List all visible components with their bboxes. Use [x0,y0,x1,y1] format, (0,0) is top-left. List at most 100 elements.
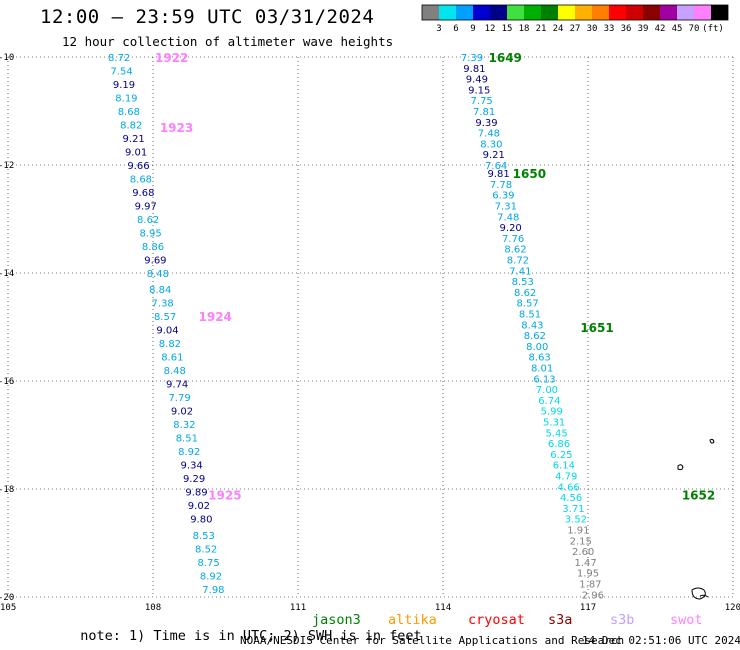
wave-height-value: 6.25 [550,450,572,461]
wave-height-value: 8.82 [120,121,142,132]
wave-height-value: 8.48 [164,366,186,377]
colorbar-swatch [711,5,728,20]
colorbar-tick: 33 [604,24,615,34]
wave-height-value: 6.39 [492,191,514,202]
wave-height-value: 8.75 [197,558,219,569]
generation-timestamp: 14 Dec 02:51:06 UTC 2024 [582,634,740,647]
wave-height-value: 8.95 [139,229,161,240]
footer-note: note: 1) Time is in UTC; 2) SWH is in fe… [64,612,422,644]
wave-height-value: 9.89 [185,488,207,499]
wave-height-value: 8.00 [526,342,548,353]
data-points: 8.72 7.54 9.19 8.19 8.68 8.82 9.21 9.01 9.66 8.68… [108,53,604,601]
grid [7,56,734,598]
coastline-island [677,464,684,471]
wave-height-value: 9.21 [483,150,505,161]
wave-height-value: 7.31 [495,202,517,213]
wave-height-value: 4.79 [555,472,577,483]
pass-time-label: 1922 [155,51,188,65]
colorbar-swatch [490,5,507,20]
coastline [677,438,715,600]
wave-height-value: 9.81 [487,169,509,180]
colorbar-tick: 21 [536,24,547,34]
colorbar-tick: 39 [638,24,649,34]
wave-height-value: 7.41 [509,266,531,277]
satellite-legend-s3a: s3a [548,612,573,628]
wave-height-value: 7.81 [473,107,495,118]
colorbar-frame [421,4,729,21]
y-tick-label: -20 [0,593,14,603]
wave-height-value: 8.53 [512,277,534,288]
chart-title: 12:00 — 23:59 UTC 03/31/2024 [40,6,375,28]
wave-height-value: 8.62 [504,245,526,256]
wave-height-value: 9.66 [127,161,149,172]
pass-time-label: 1923 [160,121,193,135]
wave-height-value: 3.71 [562,504,584,515]
wave-height-value: 7.48 [497,212,519,223]
wave-height-value: 8.51 [176,434,198,445]
colorbar-swatch [660,5,677,20]
x-tick-label: 105 [0,603,16,613]
wave-height-value: 8.52 [195,544,217,555]
colorbar-tick: 42 [655,24,666,34]
colorbar-swatch [558,5,575,20]
wave-height-value: 6.86 [548,439,570,450]
pass-time-label: 1925 [208,488,241,502]
wave-height-value: 8.62 [137,215,159,226]
wave-height-value: 8.57 [516,299,538,310]
wave-height-value: 7.64 [485,161,507,172]
colorbar-tick: 30 [587,24,598,34]
wave-height-value: 2.15 [570,536,592,547]
wave-height-value: 8.72 [108,53,130,64]
wave-height-value: 6.13 [533,374,555,385]
wave-height-value: 9.49 [466,75,488,86]
time-labels: 1922 1923 1924 1925 1649 1650 1651 1652 [155,51,715,502]
wave-height-value: 8.72 [507,256,529,267]
y-tick-label: -14 [0,269,14,279]
wave-height-value: 7.98 [202,585,224,596]
wave-height-value: 8.19 [115,94,137,105]
wave-height-value: 8.32 [173,420,195,431]
colorbar-tick: 18 [519,24,530,34]
wave-height-value: 8.63 [529,353,551,364]
note-text: note: 1) Time is in UTC; 2) SWH is in fe… [80,628,422,644]
wave-height-value: 9.01 [125,148,147,159]
colorbar-swatch [456,5,473,20]
wave-height-value: 6.74 [538,396,560,407]
pass-time-label: 1652 [682,488,715,502]
wave-height-value: 8.68 [130,175,152,186]
colorbar-swatch [626,5,643,20]
colorbar-tick: 15 [502,24,513,34]
wave-height-value: 9.69 [144,256,166,267]
wave-height-value: 5.99 [541,407,563,418]
wave-height-value: 8.62 [524,331,546,342]
colorbar-tick: 12 [485,24,496,34]
colorbar-swatch [609,5,626,20]
colorbar-swatch [677,5,694,20]
wave-height-value: 8.51 [519,310,541,321]
wave-height-value: 9.81 [463,64,485,75]
wave-height-value: 9.20 [500,223,522,234]
colorbar-tick: 45 [672,24,683,34]
wave-height-value: 8.68 [118,107,140,118]
colorbar-swatch [575,5,592,20]
x-tick-label: 111 [290,603,306,613]
wave-height-value: 1.95 [577,569,599,580]
wave-height-value: 7.76 [502,234,524,245]
wave-height-value: 6.14 [553,461,575,472]
wave-height-value: 8.30 [480,139,502,150]
chart-subtitle: 12 hour collection of altimeter wave hei… [62,34,394,49]
wave-height-value: 5.31 [543,418,565,429]
wave-height-value: 3.52 [565,515,587,526]
colorbar-legend: 3 6 9 12 15 18 21 24 27 30 33 36 39 42 45 70 (ft) [421,4,729,34]
wave-height-value: 8.92 [178,447,200,458]
wave-height-value: 9.39 [475,118,497,129]
y-tick-label: -12 [0,161,14,171]
wave-height-value: 1.87 [579,580,601,591]
colorbar-tick: 3 [436,24,441,34]
colorbar-swatch [422,5,439,20]
axis-tick-labels: 105 108 111 114 117 120 -10 -12 -14 -16 -18 -20 [0,53,740,613]
x-tick-label: 117 [580,603,596,613]
wave-height-value: 8.01 [531,364,553,375]
wave-height-value: 7.39 [461,53,483,64]
satellite-legend-swot: swot [670,612,703,628]
